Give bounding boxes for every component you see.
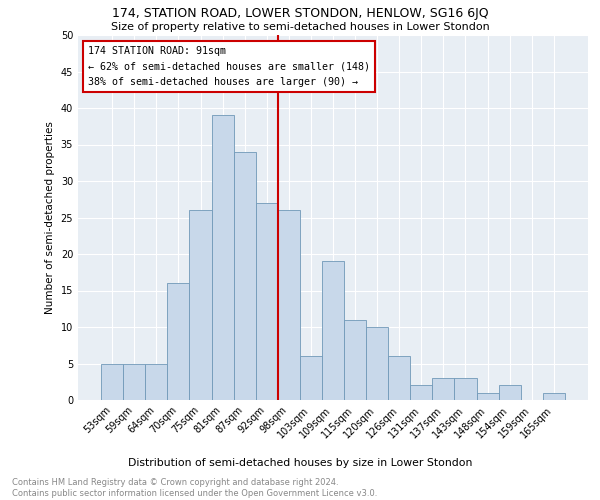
Text: 174 STATION ROAD: 91sqm
← 62% of semi-detached houses are smaller (148)
38% of s: 174 STATION ROAD: 91sqm ← 62% of semi-de… bbox=[88, 46, 370, 87]
Bar bbox=[212, 116, 233, 400]
Bar bbox=[454, 378, 476, 400]
Bar bbox=[101, 364, 123, 400]
Bar bbox=[476, 392, 499, 400]
Bar bbox=[388, 356, 410, 400]
Text: 174, STATION ROAD, LOWER STONDON, HENLOW, SG16 6JQ: 174, STATION ROAD, LOWER STONDON, HENLOW… bbox=[112, 8, 488, 20]
Text: Size of property relative to semi-detached houses in Lower Stondon: Size of property relative to semi-detach… bbox=[110, 22, 490, 32]
Bar bbox=[499, 386, 521, 400]
Text: Contains HM Land Registry data © Crown copyright and database right 2024.
Contai: Contains HM Land Registry data © Crown c… bbox=[12, 478, 377, 498]
Bar bbox=[190, 210, 212, 400]
Bar bbox=[344, 320, 366, 400]
Bar bbox=[123, 364, 145, 400]
Bar bbox=[433, 378, 454, 400]
Y-axis label: Number of semi-detached properties: Number of semi-detached properties bbox=[45, 121, 55, 314]
Bar bbox=[256, 203, 278, 400]
Bar bbox=[410, 386, 433, 400]
Bar bbox=[167, 283, 190, 400]
Bar bbox=[300, 356, 322, 400]
Bar bbox=[366, 327, 388, 400]
Bar bbox=[233, 152, 256, 400]
Bar bbox=[145, 364, 167, 400]
Text: Distribution of semi-detached houses by size in Lower Stondon: Distribution of semi-detached houses by … bbox=[128, 458, 472, 468]
Bar bbox=[278, 210, 300, 400]
Bar bbox=[322, 262, 344, 400]
Bar bbox=[543, 392, 565, 400]
